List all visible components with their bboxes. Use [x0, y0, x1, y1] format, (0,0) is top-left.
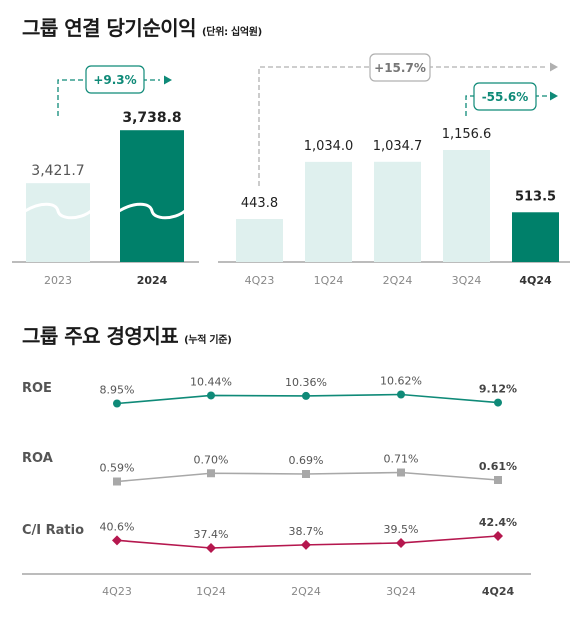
kpi-value-label-c-i-ratio: 37.4%: [194, 528, 229, 541]
kpi-tick-2Q24: 2Q24: [291, 585, 321, 598]
kpi-point-roa: [207, 469, 215, 478]
quarterly-value-label-2Q24: 1,034.7: [373, 139, 423, 154]
quarterly-bar-4Q24: [512, 212, 559, 262]
kpi-unit: (누적 기준): [184, 335, 232, 346]
quarterly-tick-3Q24: 3Q24: [452, 274, 482, 287]
kpi-value-label-c-i-ratio: 42.4%: [479, 516, 517, 529]
quarterly-qoq-label: -55.6%: [482, 90, 529, 104]
quarterly-tick-2Q24: 2Q24: [383, 274, 413, 287]
kpi-value-label-c-i-ratio: 39.5%: [384, 523, 419, 536]
annual-tick-2024: 2024: [137, 274, 168, 287]
annual-value-label-2023: 3,421.7: [31, 163, 84, 179]
kpi-value-label-roe: 10.36%: [285, 376, 327, 389]
kpi-point-c-i-ratio: [493, 531, 503, 541]
annual-value-label-2024: 3,738.8: [122, 110, 181, 126]
kpi-value-label-c-i-ratio: 40.6%: [100, 520, 135, 533]
kpi-series-label-roe: ROE: [22, 381, 52, 396]
annual-growth-badge: [85, 65, 145, 94]
quarterly-qoq-arrowhead: [550, 91, 558, 101]
kpi-value-label-roe: 8.95%: [100, 384, 135, 397]
quarterly-yoy-label: +15.7%: [374, 61, 426, 75]
net-income-unit: (단위: 십억원): [202, 27, 262, 38]
quarterly-qoq-badge: [473, 82, 537, 111]
kpi-series-label-roa: ROA: [22, 451, 53, 466]
kpi-value-label-c-i-ratio: 38.7%: [289, 525, 324, 538]
axis-break-wave: [24, 202, 92, 220]
quarterly-value-label-1Q24: 1,034.0: [304, 139, 354, 154]
quarterly-value-label-4Q23: 443.8: [241, 196, 278, 211]
kpi-point-c-i-ratio: [112, 535, 122, 546]
kpi-value-label-roe: 9.12%: [479, 383, 517, 396]
kpi-tick-4Q24: 4Q24: [482, 585, 515, 598]
kpi-value-label-roa: 0.71%: [384, 453, 419, 466]
annual-bar-2024: [120, 130, 184, 262]
annual-growth-arrowhead: [164, 75, 172, 85]
kpi-point-roa: [113, 477, 121, 486]
annual-tick-2023: 2023: [44, 274, 72, 287]
annual-bar-2023: [26, 183, 90, 262]
net-income-section-title: 그룹 연결 당기순이익 (단위: 십억원): [22, 12, 262, 41]
kpi-tick-1Q24: 1Q24: [196, 585, 226, 598]
kpi-point-roe: [397, 390, 405, 399]
kpi-series-label-c-i-ratio: C/I Ratio: [22, 523, 84, 538]
kpi-point-roa: [494, 476, 502, 484]
kpi-value-label-roa: 0.70%: [194, 453, 229, 466]
kpi-point-c-i-ratio: [301, 539, 311, 550]
quarterly-value-label-4Q24: 513.5: [515, 189, 556, 204]
quarterly-yoy-badge: [369, 53, 431, 82]
kpi-point-c-i-ratio: [396, 537, 406, 548]
kpi-point-c-i-ratio: [206, 543, 216, 553]
quarterly-tick-4Q23: 4Q23: [245, 274, 275, 287]
quarterly-bar-2Q24: [374, 161, 421, 262]
kpi-section-title: 그룹 주요 경영지표 (누적 기준): [22, 320, 232, 349]
kpi-point-roe: [207, 391, 215, 400]
axis-break-wave: [118, 202, 186, 220]
quarterly-bar-3Q24: [443, 150, 490, 262]
kpi-point-roa: [397, 468, 405, 477]
quarterly-value-label-3Q24: 1,156.6: [442, 127, 492, 142]
quarterly-bar-4Q23: [236, 219, 283, 262]
annual-growth-label: +9.3%: [93, 73, 136, 87]
quarterly-yoy-arrowhead: [550, 62, 558, 72]
quarterly-bar-1Q24: [305, 161, 352, 262]
kpi-value-label-roa: 0.61%: [479, 460, 517, 473]
kpi-value-label-roe: 10.44%: [190, 375, 232, 388]
kpi-value-label-roe: 10.62%: [380, 375, 422, 388]
kpi-point-roa: [302, 470, 310, 478]
net-income-title: 그룹 연결 당기순이익: [22, 16, 197, 40]
kpi-point-roe: [113, 399, 121, 408]
kpi-tick-4Q23: 4Q23: [102, 585, 132, 598]
quarterly-tick-1Q24: 1Q24: [314, 274, 344, 287]
kpi-tick-3Q24: 3Q24: [386, 585, 416, 598]
kpi-point-roe: [302, 391, 310, 400]
kpi-point-roe: [494, 398, 502, 407]
kpi-value-label-roa: 0.59%: [100, 462, 135, 475]
quarterly-tick-4Q24: 4Q24: [519, 274, 552, 287]
kpi-title: 그룹 주요 경영지표: [22, 324, 179, 348]
kpi-value-label-roa: 0.69%: [289, 454, 324, 467]
